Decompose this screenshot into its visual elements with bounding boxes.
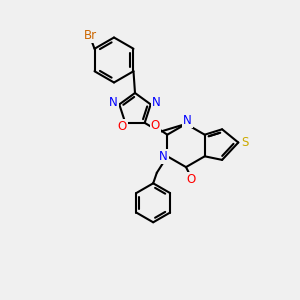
Text: N: N (152, 96, 161, 110)
Text: O: O (151, 118, 160, 132)
Text: N: N (183, 114, 192, 127)
Text: N: N (159, 150, 168, 163)
Text: O: O (186, 173, 195, 186)
Text: S: S (241, 136, 249, 149)
Text: Br: Br (83, 29, 97, 42)
Text: N: N (109, 96, 118, 110)
Text: O: O (118, 120, 127, 133)
